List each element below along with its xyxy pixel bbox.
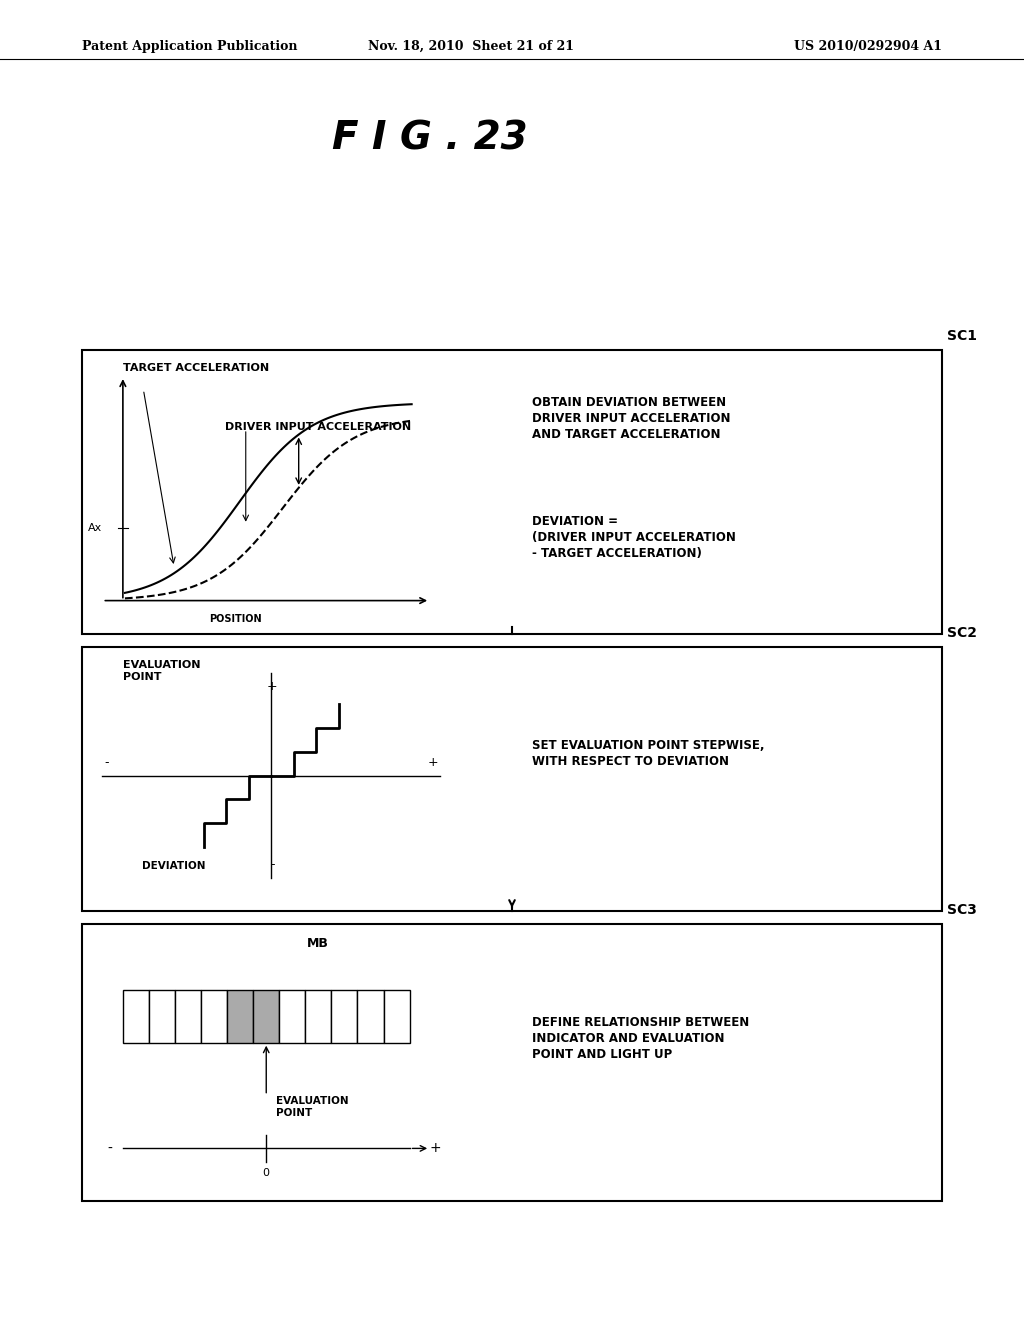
- Text: Nov. 18, 2010  Sheet 21 of 21: Nov. 18, 2010 Sheet 21 of 21: [368, 40, 574, 53]
- Bar: [82, 647, 942, 911]
- Text: DEVIATION: DEVIATION: [142, 861, 206, 871]
- Bar: [175, 990, 201, 1043]
- Text: +: +: [267, 680, 278, 693]
- Bar: [201, 990, 227, 1043]
- Text: Ax: Ax: [88, 523, 102, 533]
- Text: DEFINE RELATIONSHIP BETWEEN
INDICATOR AND EVALUATION
POINT AND LIGHT UP: DEFINE RELATIONSHIP BETWEEN INDICATOR AN…: [532, 1016, 750, 1061]
- Text: US 2010/0292904 A1: US 2010/0292904 A1: [794, 40, 942, 53]
- Text: -: -: [104, 756, 109, 768]
- Bar: [227, 990, 253, 1043]
- Text: -: -: [270, 858, 274, 871]
- Bar: [280, 990, 305, 1043]
- Bar: [123, 990, 148, 1043]
- Text: F I G . 23: F I G . 23: [332, 120, 528, 157]
- Text: DEVIATION =
(DRIVER INPUT ACCELERATION
- TARGET ACCELERATION): DEVIATION = (DRIVER INPUT ACCELERATION -…: [532, 515, 736, 560]
- Bar: [305, 990, 332, 1043]
- Text: POSITION: POSITION: [209, 614, 262, 624]
- Text: SET EVALUATION POINT STEPWISE,
WITH RESPECT TO DEVIATION: SET EVALUATION POINT STEPWISE, WITH RESP…: [532, 739, 765, 768]
- Text: -: -: [108, 1142, 113, 1155]
- Text: +: +: [429, 1142, 441, 1155]
- Text: MB: MB: [306, 937, 329, 950]
- Text: EVALUATION
POINT: EVALUATION POINT: [123, 660, 201, 682]
- Text: SC3: SC3: [947, 903, 977, 917]
- Bar: [357, 990, 384, 1043]
- Bar: [82, 924, 942, 1201]
- Text: EVALUATION
POINT: EVALUATION POINT: [276, 1096, 349, 1118]
- Bar: [82, 350, 942, 634]
- Text: SC2: SC2: [947, 626, 977, 640]
- Bar: [148, 990, 175, 1043]
- Text: TARGET ACCELERATION: TARGET ACCELERATION: [123, 363, 269, 374]
- Text: 0: 0: [263, 1168, 269, 1179]
- Bar: [384, 990, 410, 1043]
- Text: +: +: [428, 756, 438, 768]
- Bar: [253, 990, 280, 1043]
- Text: SC1: SC1: [947, 329, 977, 343]
- Text: DRIVER INPUT ACCELERATION: DRIVER INPUT ACCELERATION: [225, 422, 412, 433]
- Bar: [332, 990, 357, 1043]
- Text: OBTAIN DEVIATION BETWEEN
DRIVER INPUT ACCELERATION
AND TARGET ACCELERATION: OBTAIN DEVIATION BETWEEN DRIVER INPUT AC…: [532, 396, 731, 441]
- Text: Patent Application Publication: Patent Application Publication: [82, 40, 297, 53]
